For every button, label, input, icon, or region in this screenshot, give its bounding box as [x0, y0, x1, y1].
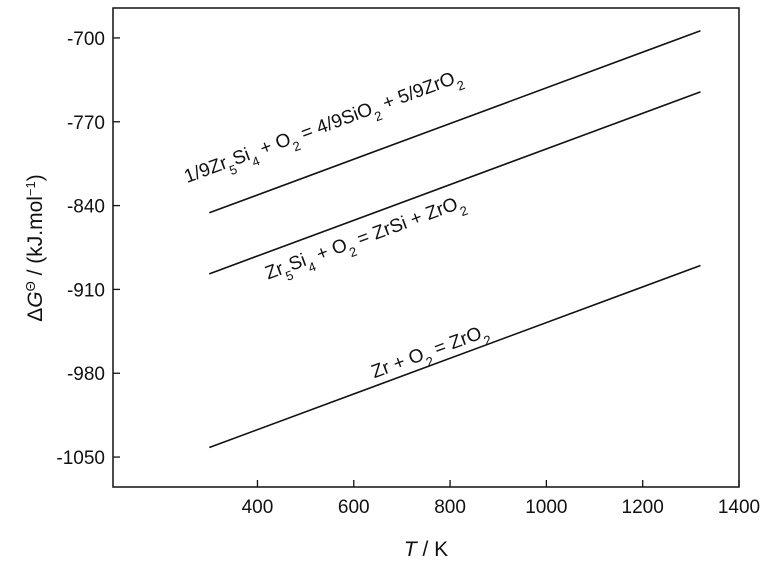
y-tick-label: -1050 — [56, 448, 105, 469]
series-line-zr-to-zro2 — [209, 264, 701, 449]
series-label-zr5si4-to-sio2-zro2: 1/9Zr5Si4 + O2 = 4/9SiO2 + 5/9ZrO2 — [181, 66, 466, 193]
x-axis-title-unit: / K — [417, 538, 449, 561]
y-axis-title-delta: Δ — [24, 308, 47, 322]
x-tick-label: 1000 — [525, 497, 567, 518]
x-tick-label: 600 — [338, 497, 370, 518]
x-tick-label: 1200 — [622, 497, 664, 518]
x-axis-title-symbol: T — [404, 538, 419, 561]
y-axis-title-unit: / (kJ.mol — [24, 196, 47, 281]
x-tick-label: 400 — [242, 497, 274, 518]
series-line-zr5si4-to-zrsi-zro2 — [209, 91, 701, 275]
plot-frame — [112, 7, 740, 488]
y-tick-label: -980 — [67, 364, 105, 385]
series-label-zr5si4-to-zrsi-zro2: Zr5Si4 + O2 = ZrSi + ZrO2 — [262, 191, 469, 289]
series-lines — [209, 30, 701, 449]
x-tick-label: 800 — [434, 497, 466, 518]
y-axis-title-unit-close: ) — [24, 174, 47, 181]
y-axis-title-g: G — [24, 291, 47, 307]
x-axis-ticks: 400 600 800 1000 1200 1400 — [242, 480, 760, 518]
y-axis-title: ΔGΘ / (kJ.mol−1) — [23, 174, 48, 322]
y-tick-label: -910 — [67, 280, 105, 301]
y-axis-title-sup: Θ — [23, 281, 38, 291]
y-axis-ticks: -700 -770 -840 -910 -980 -1050 — [56, 29, 120, 469]
series-line-zr5si4-to-sio2-zro2 — [209, 30, 701, 214]
y-tick-label: -770 — [67, 113, 105, 134]
y-tick-label: -700 — [67, 29, 105, 50]
series-label-zr-to-zro2: Zr + O2 = ZrO2 — [369, 321, 494, 389]
x-axis-title: T / K — [404, 538, 448, 561]
y-tick-label: -840 — [67, 197, 105, 218]
y-axis-title-unit-sup: −1 — [23, 181, 38, 196]
x-tick-label: 1400 — [718, 497, 760, 518]
